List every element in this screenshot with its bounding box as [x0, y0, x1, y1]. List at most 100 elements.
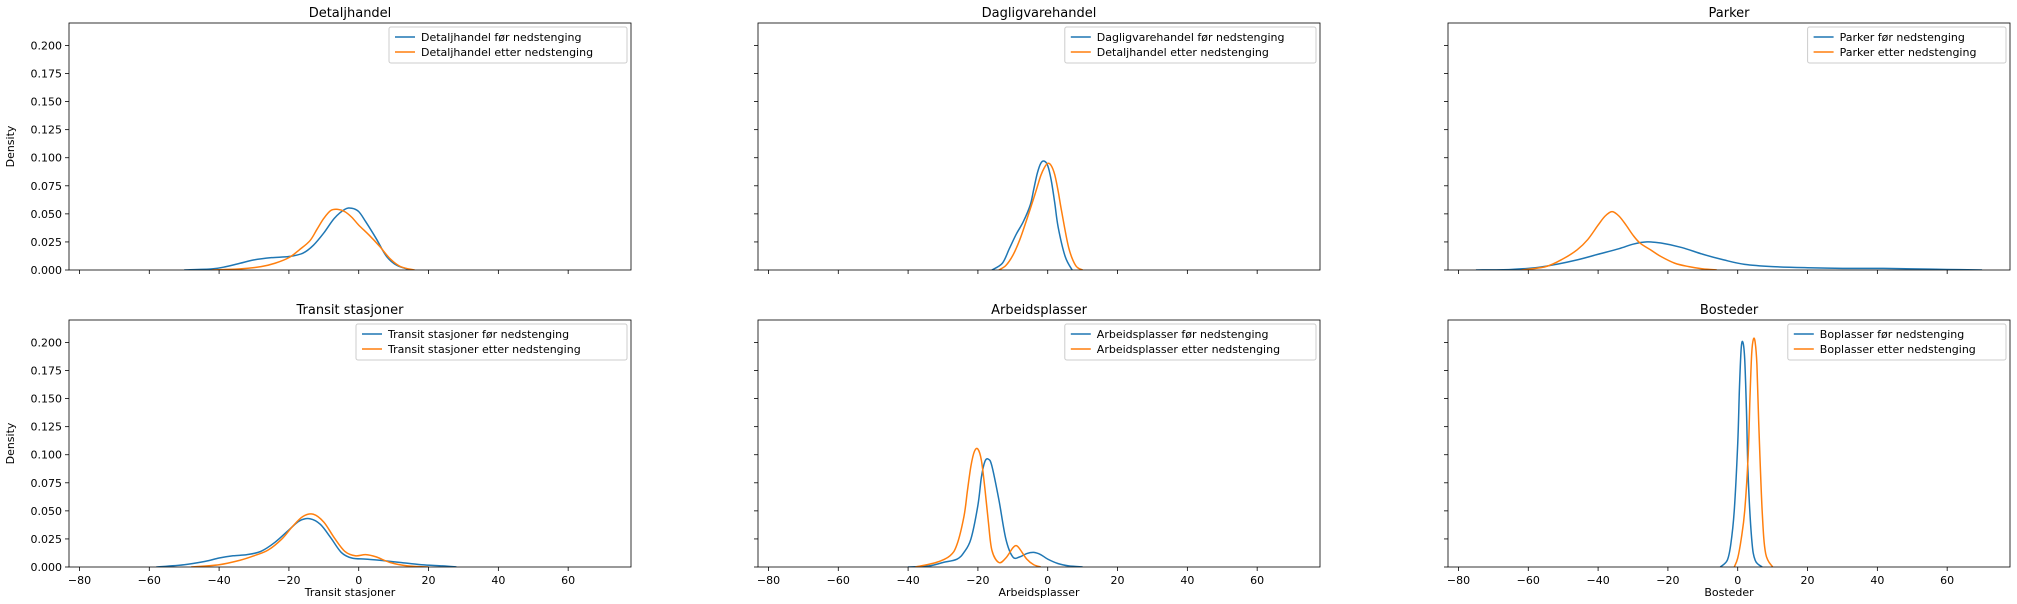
legend-entry-2: Arbeidsplasser etter nedstenging	[1097, 343, 1280, 356]
legend-entry-1: Detaljhandel før nedstenging	[421, 31, 582, 44]
subplot-title: Arbeidsplasser	[991, 303, 1087, 318]
legend-box	[1064, 323, 1317, 361]
legend-entry-1: Boplasser før nedstenging	[1820, 328, 1964, 341]
series-group	[184, 207, 415, 270]
x-tick-label: 60	[1940, 574, 1954, 587]
y-tick-label: 0.100	[31, 449, 63, 462]
x-tick-label: 40	[1870, 574, 1884, 587]
subplot-2: Dagligvarehandel Dagligvarehandel før ned…	[754, 6, 1321, 274]
legend-entry-2: Detaljhandel etter nedstenging	[1097, 46, 1269, 59]
legend-entry-2: Boplasser etter nedstenging	[1820, 343, 1976, 356]
x-tick-label: −60	[138, 574, 161, 587]
y-axis-label: Density	[4, 125, 17, 167]
y-tick-label: 0.050	[31, 208, 63, 221]
legend-entry-2: Transit stasjoner etter nedstenging	[387, 343, 581, 356]
y-tick-label: 0.025	[31, 533, 63, 546]
legend-entry-2: Detaljhandel etter nedstenging	[421, 46, 593, 59]
x-tick-label: −60	[1517, 574, 1540, 587]
y-tick-label: 0.050	[31, 505, 63, 518]
subplot-1: Detaljhandel 0.000 0.025 0.050 0.075 0.100 0.1…	[4, 6, 632, 277]
legend: Boplasser før nedstenging Boplasser etter…	[1787, 323, 2007, 361]
series-line-1	[1719, 340, 1763, 567]
series-group	[156, 513, 457, 567]
x-tick-label: −80	[68, 574, 91, 587]
x-tick-label: 0	[355, 574, 362, 587]
axes-frame	[68, 319, 632, 568]
x-tick-label: 20	[1801, 574, 1815, 587]
x-tick-label: −40	[896, 574, 919, 587]
legend-entry-1: Transit stasjoner før nedstenging	[387, 328, 569, 341]
subplot-title: Parker	[1709, 6, 1751, 21]
series-line-2	[998, 162, 1084, 270]
series-line-1	[908, 458, 1083, 567]
x-axis-label: Transit stasjoner	[304, 586, 396, 599]
series-line-2	[191, 513, 429, 567]
y-tick-label: 0.100	[31, 152, 63, 165]
y-tick-label: 0.200	[31, 336, 63, 349]
y-axis-label: Density	[4, 422, 17, 464]
x-tick-label: 20	[1111, 574, 1125, 587]
y-tick-label: 0.075	[31, 477, 63, 490]
x-tick-label: −20	[1656, 574, 1679, 587]
legend: Dagligvarehandel før nedstenging Detaljha…	[1064, 26, 1317, 64]
subplot-title: Detaljhandel	[309, 6, 392, 21]
y-tick-label: 0.150	[31, 393, 63, 406]
series-line-1	[1475, 241, 1983, 270]
y-tick-label: 0.175	[31, 68, 63, 81]
legend: Parker før nedstenging Parker etter nedst…	[1807, 26, 2007, 64]
y-tick-label: 0.125	[31, 124, 63, 137]
x-tick-label: −40	[1586, 574, 1609, 587]
x-tick-label: 20	[422, 574, 436, 587]
series-line-2	[914, 447, 1041, 567]
axes-frame	[757, 22, 1321, 271]
y-tick-label: 0.200	[31, 39, 63, 52]
y-tick-label: 0.000	[31, 561, 63, 574]
y-tick-label: 0.175	[31, 365, 63, 378]
legend-entry-2: Parker etter nedstenging	[1840, 46, 1977, 59]
axes-frame	[757, 319, 1321, 568]
legend: Detaljhandel før nedstenging Detaljhandel…	[388, 26, 628, 64]
y-tick-label: 0.075	[31, 180, 63, 193]
x-axis-label: Arbeidsplasser	[998, 586, 1080, 599]
series-line-2	[212, 208, 415, 270]
x-tick-label: −60	[827, 574, 850, 587]
legend-box	[355, 323, 628, 361]
x-tick-label: −80	[757, 574, 780, 587]
axes-frame	[1447, 22, 2011, 271]
legend-box	[1787, 323, 2007, 361]
x-tick-label: 0	[1044, 574, 1051, 587]
subplot-6: Bosteder −80 −60 −40 −20 0 20 40 60 Bosteder Bopla…	[1444, 303, 2011, 599]
subplot-5: Arbeidsplasser −80 −60 −40 −20 0 20 40 60 Arbeids…	[754, 303, 1321, 599]
legend-box	[1807, 26, 2007, 64]
legend-box	[1064, 26, 1317, 64]
axes-frame	[1447, 319, 2011, 568]
x-tick-label: −20	[966, 574, 989, 587]
legend-entry-1: Parker før nedstenging	[1840, 31, 1965, 44]
x-tick-label: 60	[561, 574, 575, 587]
axes-frame	[68, 22, 632, 271]
y-tick-label: 0.000	[31, 264, 63, 277]
series-line-2	[1521, 210, 1717, 270]
x-axis-label: Bosteder	[1704, 586, 1754, 599]
x-tick-label: −20	[277, 574, 300, 587]
y-tick-label: 0.125	[31, 421, 63, 434]
subplot-4: Transit stasjoner 0.000 0.025 0.050 0.075 0.1…	[4, 303, 632, 599]
series-group	[1475, 210, 1983, 270]
series-line-1	[156, 517, 457, 567]
legend: Arbeidsplasser før nedstenging Arbeidspla…	[1064, 323, 1317, 361]
series-line-2	[1733, 337, 1774, 567]
series-line-1	[991, 160, 1073, 270]
y-tick-label: 0.150	[31, 96, 63, 109]
series-group	[1719, 337, 1774, 567]
series-group	[991, 160, 1084, 270]
subplot-title: Bosteder	[1700, 303, 1759, 318]
x-tick-label: 40	[1180, 574, 1194, 587]
x-tick-label: 0	[1734, 574, 1741, 587]
x-tick-label: −80	[1447, 574, 1470, 587]
subplot-title: Dagligvarehandel	[982, 6, 1097, 21]
legend-entry-1: Arbeidsplasser før nedstenging	[1097, 328, 1269, 341]
x-tick-label: 60	[1250, 574, 1264, 587]
subplot-title: Transit stasjoner	[296, 303, 405, 318]
